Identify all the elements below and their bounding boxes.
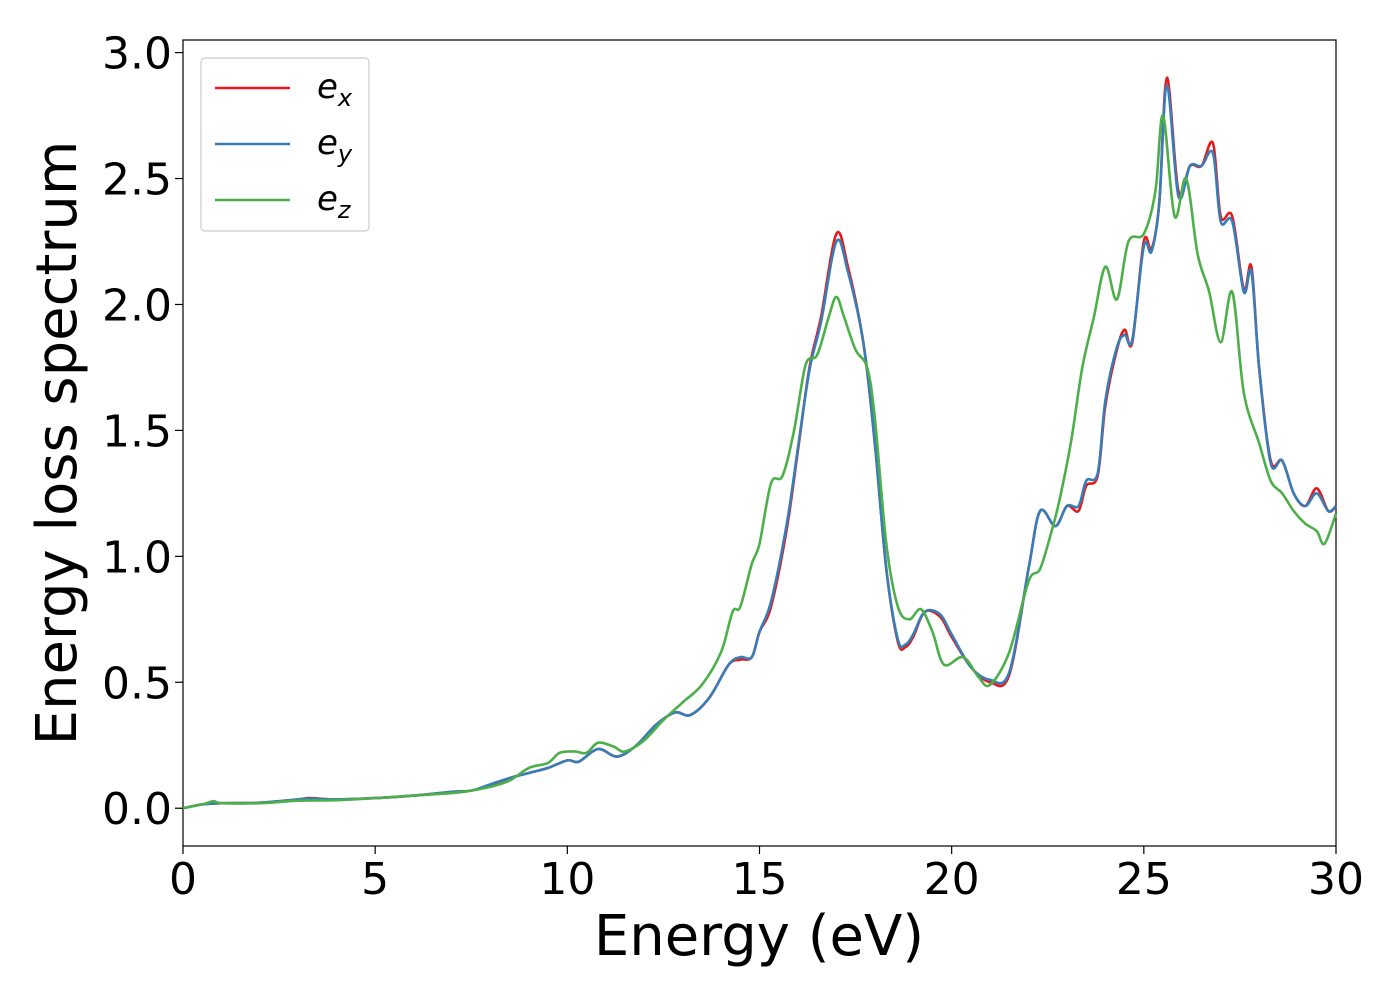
x-tick-label: 10: [539, 854, 595, 905]
legend-label-y: ey: [317, 123, 353, 168]
plot-area: [182, 39, 1337, 847]
x-tick-label: 5: [361, 854, 389, 905]
x-axis-title: Energy (eV): [594, 904, 924, 969]
y-tick-label: 2.5: [102, 155, 172, 206]
legend-label-z: ez: [317, 179, 352, 224]
x-tick-label: 15: [732, 854, 788, 905]
y-tick-label: 3.0: [102, 29, 172, 80]
x-axis: 0 5 10 15 20 25 30: [169, 846, 1364, 905]
y-tick-label: 0.5: [102, 658, 172, 709]
series-line-z: [182, 114, 1338, 810]
legend: ex ey ez: [200, 57, 370, 232]
y-tick-label: 1.0: [102, 532, 172, 583]
y-axis-title: Energy loss spectrum: [25, 141, 90, 746]
y-tick-label: 0.0: [102, 784, 172, 835]
y-axis: 0.0 0.5 1.0 1.5 2.0 2.5 3.0: [102, 29, 183, 835]
x-tick-label: 0: [169, 854, 197, 905]
y-tick-label: 2.0: [102, 280, 172, 331]
x-tick-label: 30: [1308, 854, 1364, 905]
x-tick-label: 25: [1116, 854, 1172, 905]
series-line-y: [182, 83, 1337, 810]
legend-label-x: ex: [317, 67, 353, 112]
y-tick-label: 1.5: [102, 406, 172, 457]
x-tick-label: 20: [924, 854, 980, 905]
series-layer: [182, 76, 1338, 810]
